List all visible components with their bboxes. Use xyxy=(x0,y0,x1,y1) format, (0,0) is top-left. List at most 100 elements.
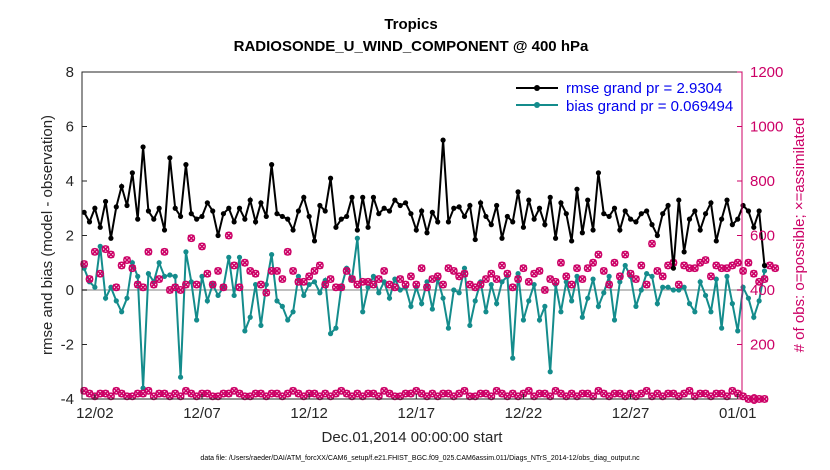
obs-possible-point xyxy=(615,272,624,281)
rmse-point xyxy=(622,208,628,214)
obs-possible-point xyxy=(749,269,758,278)
obs-assimilated-point xyxy=(273,267,281,275)
obs-assimilated-point xyxy=(144,248,152,256)
obs-possible-point xyxy=(326,275,335,284)
bias-point xyxy=(424,279,430,285)
bias-point xyxy=(536,317,543,323)
obs-possible-point xyxy=(412,280,421,289)
bias-point xyxy=(108,284,114,290)
obs-possible-point xyxy=(706,272,715,281)
bias-point xyxy=(644,271,650,277)
legend-bias-marker xyxy=(534,102,540,108)
rmse-point xyxy=(456,204,462,210)
bias-point xyxy=(649,273,655,279)
obs-assimilated-point xyxy=(289,267,297,275)
rmse-point xyxy=(676,197,682,203)
bias-point xyxy=(660,284,666,290)
obs-possible-point xyxy=(481,275,490,284)
rmse-point xyxy=(483,213,489,220)
obs-possible-point xyxy=(289,266,298,275)
bias-point xyxy=(579,314,585,320)
bias-point xyxy=(327,331,334,337)
obs-assimilated-low-mark xyxy=(487,392,495,400)
rmse-point xyxy=(638,211,644,217)
bias-point xyxy=(252,281,259,288)
obs-assimilated-point xyxy=(102,245,110,253)
rmse-point xyxy=(97,224,103,230)
obs-possible-point xyxy=(417,264,426,273)
rmse-point xyxy=(236,205,243,211)
bias-point xyxy=(177,374,184,380)
rmse-point xyxy=(317,202,323,209)
obs-assimilated-point xyxy=(771,264,779,272)
rmse-point xyxy=(327,175,334,181)
bias-point xyxy=(676,287,682,293)
bias-point xyxy=(279,303,285,309)
rmse-point xyxy=(531,216,537,222)
bias-point xyxy=(719,325,725,331)
obs-assimilated-low-point xyxy=(251,389,260,398)
obs-assimilated-point xyxy=(177,286,185,294)
obs-possible-point xyxy=(733,258,742,267)
obs-assimilated-point xyxy=(519,264,527,272)
obs-assimilated-point xyxy=(653,267,661,275)
obs-assimilated-point xyxy=(637,261,645,270)
obs-possible-point xyxy=(90,247,99,256)
rmse-point xyxy=(376,211,382,217)
obs-assimilated-point xyxy=(193,280,201,289)
obs-assimilated-point xyxy=(305,272,313,280)
obs-assimilated-point xyxy=(327,275,335,283)
obs-possible-point xyxy=(433,272,442,281)
y-tick-label-right: 200 xyxy=(750,337,775,354)
obs-assimilated-point xyxy=(584,264,592,272)
obs-possible-point xyxy=(573,264,581,273)
rmse-point xyxy=(167,155,173,161)
bias-point xyxy=(145,271,152,277)
bias-point xyxy=(574,273,580,279)
bias-point xyxy=(611,317,618,323)
bias-point xyxy=(461,265,468,271)
obs-possible-point xyxy=(331,283,340,292)
obs-assimilated-point xyxy=(257,280,265,289)
obs-assimilated-low-point xyxy=(524,386,533,395)
rmse-point xyxy=(199,213,205,220)
bias-point xyxy=(729,301,735,307)
obs-assimilated-point xyxy=(707,272,715,280)
rmse-point xyxy=(574,186,580,192)
rmse-point xyxy=(510,219,516,225)
rmse-point xyxy=(686,216,693,222)
obs-assimilated-point xyxy=(750,270,758,278)
obs-possible-point xyxy=(514,275,523,284)
obs-possible-point xyxy=(139,283,148,292)
bias-point xyxy=(606,273,612,279)
rmse-point xyxy=(569,238,575,244)
obs-assimilated-point xyxy=(514,275,522,283)
obs-assimilated-point xyxy=(460,270,469,278)
obs-possible-point xyxy=(423,283,431,292)
obs-possible-point xyxy=(203,269,212,278)
obs-assimilated-point xyxy=(160,248,169,256)
obs-assimilated-point xyxy=(739,267,747,275)
obs-assimilated-point xyxy=(380,267,388,275)
obs-assimilated-point xyxy=(139,283,147,291)
bias-point xyxy=(408,303,414,309)
bias-point xyxy=(183,249,189,255)
rmse-point xyxy=(402,200,409,206)
obs-possible-point xyxy=(101,245,110,254)
obs-possible-point xyxy=(744,258,753,267)
bias-point xyxy=(692,309,698,315)
obs-assimilated-point xyxy=(123,256,131,264)
rmse-point xyxy=(140,144,146,150)
bias-point xyxy=(172,273,178,279)
obs-assimilated-low-point xyxy=(144,386,153,395)
x-axis: 12/02 12/07 12/12 12/17 12/22 12/27 01/01 xyxy=(76,394,756,422)
bias-point xyxy=(295,273,302,279)
obs-possible-point xyxy=(567,280,576,289)
obs-assimilated-point xyxy=(96,270,104,278)
bias-point xyxy=(467,322,473,329)
obs-assimilated-point xyxy=(412,280,420,289)
obs-possible-point xyxy=(524,277,533,286)
obs-assimilated-point xyxy=(675,280,683,289)
obs-possible-point xyxy=(278,275,287,284)
obs-assimilated-low-point xyxy=(749,395,758,403)
